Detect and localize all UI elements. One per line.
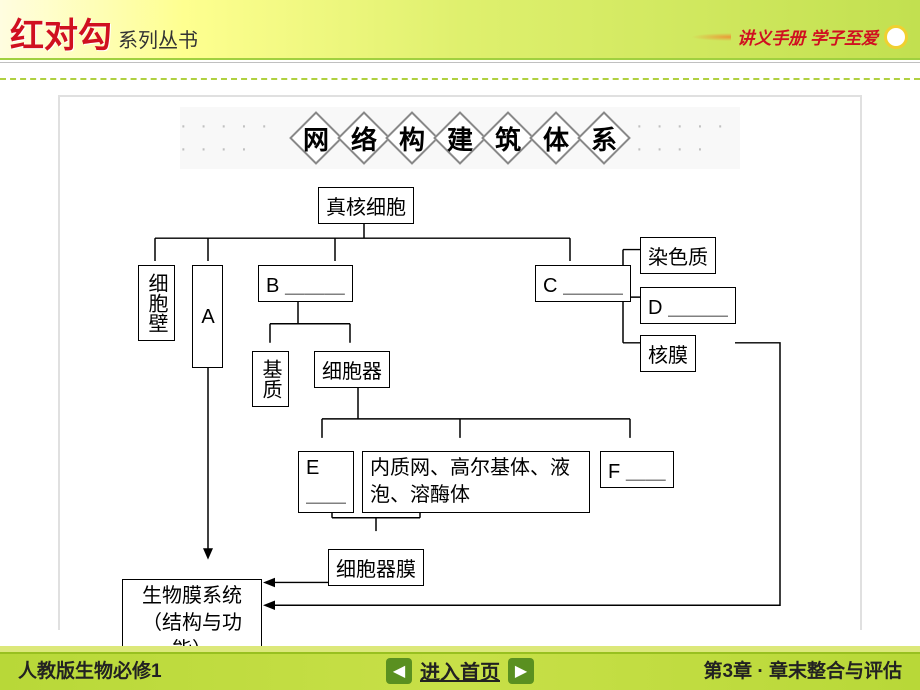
box-root: 真核细胞 (318, 187, 414, 224)
title-char: 系 (580, 114, 628, 162)
title-char: 网 (292, 114, 340, 162)
box-a: A (192, 265, 223, 368)
box-organelle-membrane: 细胞器膜 (328, 549, 424, 586)
box-b: B ＿＿＿ (258, 265, 353, 302)
next-button[interactable]: ▶ (508, 658, 534, 684)
brand-series: 系列丛书 (118, 24, 198, 53)
divider-1 (0, 62, 920, 63)
box-organelle: 细胞器 (314, 351, 390, 388)
box-f: F ＿＿ (600, 451, 674, 488)
tagline: 讲义手册 学子至爱 (737, 24, 878, 49)
diamond-title: 网 络 构 建 筑 体 系 (292, 114, 628, 162)
box-nuclear-membrane: 核膜 (640, 335, 696, 372)
brand-zone: 红对勾 系列丛书 (10, 8, 198, 57)
circle-icon (884, 25, 908, 49)
box-e: E＿＿ (298, 451, 354, 513)
box-chromatin: 染色质 (640, 237, 716, 274)
title-char: 建 (436, 114, 484, 162)
content-area: · · · · · · · · · 网 络 构 建 筑 体 系 · · · · … (58, 95, 862, 630)
divider-2 (0, 78, 920, 80)
title-char: 构 (388, 114, 436, 162)
title-char: 体 (532, 114, 580, 162)
header-right: 讲义手册 学子至爱 (691, 24, 908, 49)
header: 红对勾 系列丛书 讲义手册 学子至爱 (0, 0, 920, 82)
footer: 人教版生物必修1 ◀ 进入首页 ▶ 第3章 · 章末整合与评估 (0, 642, 920, 690)
dots-left: · · · · · · · · · (180, 115, 284, 161)
prev-button[interactable]: ◀ (386, 658, 412, 684)
box-matrix: 基质 (252, 351, 289, 407)
dots-right: · · · · · · · · · (636, 115, 740, 161)
box-mid: 内质网、高尔基体、液泡、溶酶体 (362, 451, 590, 513)
box-c: C ＿＿＿ (535, 265, 631, 302)
flame-icon (691, 29, 731, 45)
connector-lines (60, 183, 860, 630)
footer-left-text: 人教版生物必修1 (18, 656, 162, 683)
title-band: · · · · · · · · · 网 络 构 建 筑 体 系 · · · · … (180, 107, 740, 169)
brand-logo: 红对勾 (10, 8, 112, 57)
home-button[interactable]: 进入首页 (416, 656, 504, 685)
title-char: 络 (340, 114, 388, 162)
box-wall: 细胞壁 (138, 265, 175, 341)
title-char: 筑 (484, 114, 532, 162)
footer-nav: ◀ 进入首页 ▶ (386, 656, 534, 685)
footer-right-text: 第3章 · 章末整合与评估 (704, 656, 902, 683)
box-d: D ＿＿＿ (640, 287, 736, 324)
diagram: 真核细胞 细胞壁 A B ＿＿＿ C ＿＿＿ 基质 细胞器 染色质 D ＿＿＿ … (60, 183, 860, 630)
